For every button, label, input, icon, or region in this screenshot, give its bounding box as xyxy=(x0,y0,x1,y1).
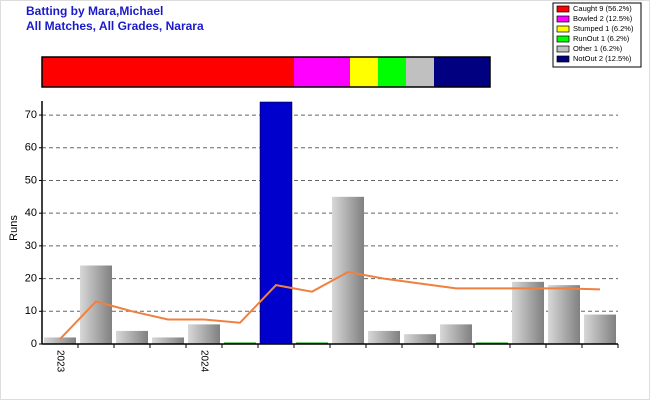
y-tick-label: 30 xyxy=(25,240,37,252)
dismissal-outline xyxy=(41,56,491,88)
y-tick-label: 70 xyxy=(25,109,37,121)
x-tick-label: 2023 xyxy=(54,350,65,373)
chart-subtitle: All Matches, All Grades, Narara xyxy=(26,19,204,33)
dismissal-segment xyxy=(406,57,434,87)
average-line xyxy=(59,271,601,340)
bar xyxy=(332,196,364,344)
y-axis-label: Runs xyxy=(8,215,20,241)
legend-swatch xyxy=(556,25,570,33)
bar xyxy=(584,314,616,344)
legend-swatch xyxy=(556,45,570,53)
legend-label: NotOut 2 (12.5%) xyxy=(573,54,632,63)
bar xyxy=(404,334,436,344)
y-tick-label: 60 xyxy=(25,142,37,154)
y-tick-label: 10 xyxy=(25,305,37,317)
dismissal-segment xyxy=(378,57,406,87)
dismissal-segment xyxy=(294,57,350,87)
legend-swatch xyxy=(556,55,570,63)
dismissal-segment xyxy=(350,57,378,87)
legend-swatch xyxy=(556,15,570,23)
y-tick-label: 40 xyxy=(25,207,37,219)
bar xyxy=(512,281,544,344)
legend-label: RunOut 1 (6.2%) xyxy=(573,34,630,43)
legend-label: Caught 9 (56.2%) xyxy=(573,4,632,13)
bar xyxy=(44,337,76,344)
y-tick-label: 0 xyxy=(31,338,37,350)
legend-label: Stumped 1 (6.2%) xyxy=(573,24,634,33)
bar xyxy=(259,101,293,345)
dismissal-segment xyxy=(42,57,294,87)
legend-label: Bowled 2 (12.5%) xyxy=(573,14,633,23)
bar xyxy=(440,324,472,344)
bar xyxy=(152,337,184,344)
legend-swatch xyxy=(556,5,570,13)
legend-swatch xyxy=(556,35,570,43)
bar xyxy=(548,285,580,344)
bar xyxy=(116,330,148,344)
legend-label: Other 1 (6.2%) xyxy=(573,44,623,53)
bar xyxy=(188,324,220,344)
dismissal-segment xyxy=(434,57,490,87)
bar xyxy=(368,330,400,344)
chart-title: Batting by Mara,Michael xyxy=(26,4,163,18)
y-tick-label: 50 xyxy=(25,174,37,186)
y-tick-label: 20 xyxy=(25,272,37,284)
x-tick-label: 2024 xyxy=(198,350,209,373)
